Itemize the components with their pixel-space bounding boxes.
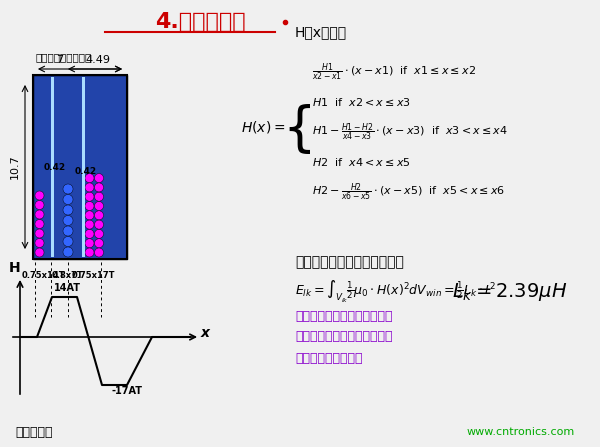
Circle shape [95, 239, 104, 248]
Text: 磁心对称轴: 磁心对称轴 [15, 426, 53, 439]
Circle shape [35, 210, 44, 219]
Circle shape [95, 229, 104, 238]
Circle shape [95, 202, 104, 211]
Text: H对x的函数: H对x的函数 [295, 25, 347, 39]
Circle shape [85, 183, 94, 192]
Circle shape [85, 202, 94, 211]
Circle shape [85, 173, 94, 183]
Circle shape [95, 192, 104, 201]
Circle shape [63, 184, 73, 194]
Text: 漏感能量与电感之间的关系：: 漏感能量与电感之间的关系： [295, 255, 404, 269]
Circle shape [85, 248, 94, 257]
Circle shape [35, 219, 44, 228]
Text: $H(x)=$: $H(x)=$ [241, 119, 285, 135]
Circle shape [35, 191, 44, 200]
Text: 线包截面及相对尺寸: 线包截面及相对尺寸 [35, 52, 91, 62]
Circle shape [85, 192, 94, 201]
Circle shape [85, 229, 94, 238]
Circle shape [63, 226, 73, 236]
Circle shape [63, 236, 73, 246]
Text: 0.42: 0.42 [74, 168, 97, 177]
Text: 0.8x7T: 0.8x7T [52, 270, 84, 279]
Text: www.cntronics.com: www.cntronics.com [467, 427, 575, 437]
Circle shape [35, 239, 44, 248]
Text: $H1-\frac{H1-H2}{x4-x3}\cdot(x-x3)$  if  $x3<x\leq x4$: $H1-\frac{H1-H2}{x4-x3}\cdot(x-x3)$ if $… [312, 121, 508, 143]
Circle shape [35, 229, 44, 238]
Text: 0.75x14T: 0.75x14T [21, 270, 65, 279]
Text: 计算出来的结果并不能代表实
际的结果，但可以对比不同的
绕组结构的漏感大小: 计算出来的结果并不能代表实 际的结果，但可以对比不同的 绕组结构的漏感大小 [295, 309, 392, 364]
Circle shape [63, 247, 73, 257]
Circle shape [63, 194, 73, 204]
Circle shape [95, 211, 104, 220]
Text: 4.漏感的估算: 4.漏感的估算 [155, 12, 245, 32]
Circle shape [85, 220, 94, 229]
Circle shape [85, 239, 94, 248]
Circle shape [95, 183, 104, 192]
Text: $\frac{H1}{x2-x1}\cdot(x-x1)$  if  $x1\leq x\leq x2$: $\frac{H1}{x2-x1}\cdot(x-x1)$ if $x1\leq… [312, 61, 476, 83]
Bar [33, 75, 127, 259]
Text: 0.42: 0.42 [43, 163, 65, 172]
Text: H: H [9, 261, 21, 275]
Text: $H2-\frac{H2}{x6-x5}\cdot(x-x5)$  if  $x5<x\leq x6$: $H2-\frac{H2}{x6-x5}\cdot(x-x5)$ if $x5<… [312, 181, 505, 203]
Circle shape [95, 173, 104, 183]
Text: -17AT: -17AT [112, 386, 143, 396]
Text: 10.7: 10.7 [10, 155, 20, 179]
Circle shape [35, 248, 44, 257]
Text: $H2$  if  $x4<x\leq x5$: $H2$ if $x4<x\leq x5$ [312, 156, 411, 168]
Circle shape [63, 215, 73, 225]
Bar [82, 77, 85, 257]
Circle shape [35, 201, 44, 210]
Circle shape [63, 205, 73, 215]
Text: 4.49: 4.49 [86, 55, 110, 65]
Text: $H1$  if  $x2<x\leq x3$: $H1$ if $x2<x\leq x3$ [312, 96, 411, 108]
Text: x: x [200, 326, 209, 340]
Bar [33, 75, 127, 259]
Circle shape [85, 211, 94, 220]
Text: $L_k = 2.39\mu H$: $L_k = 2.39\mu H$ [452, 281, 568, 303]
Circle shape [95, 220, 104, 229]
Text: 14AT: 14AT [54, 283, 81, 293]
Text: 7: 7 [56, 55, 64, 65]
Text: 0.75x17T: 0.75x17T [71, 270, 115, 279]
Text: $E_{lk} = \int_{V_{lk}} \frac{1}{2}\mu_0 \cdot H(x)^2 dV_{win} = \frac{1}{2}L_k : $E_{lk} = \int_{V_{lk}} \frac{1}{2}\mu_0… [295, 279, 496, 305]
Text: {: { [282, 104, 316, 156]
Bar [51, 77, 54, 257]
Circle shape [95, 248, 104, 257]
